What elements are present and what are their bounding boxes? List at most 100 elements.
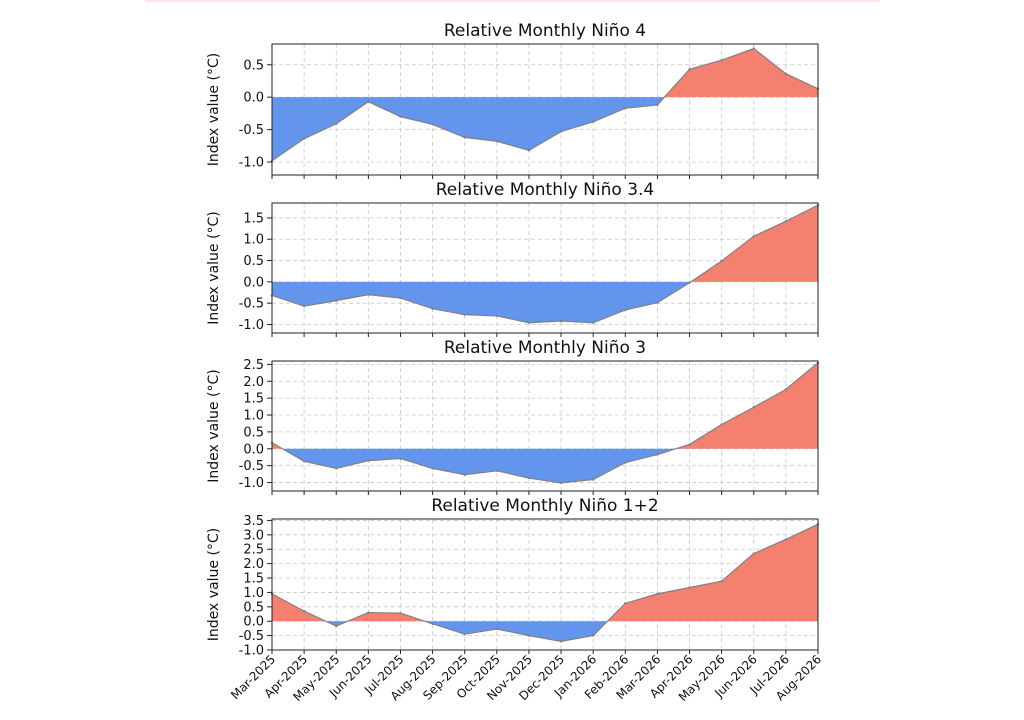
positive-anomaly-area	[347, 612, 425, 622]
data-point	[431, 622, 434, 625]
data-point	[431, 307, 434, 310]
index-line	[271, 362, 819, 484]
data-point	[624, 602, 627, 605]
y-tick-label: 1.5	[243, 211, 264, 226]
data-point	[559, 319, 563, 323]
y-axis-label: Index value (°C)	[206, 369, 222, 482]
data-point	[527, 149, 531, 152]
positive-anomaly-area	[664, 48, 818, 98]
data-point	[463, 136, 466, 139]
data-point	[399, 457, 402, 460]
top-border-line	[145, 0, 880, 2]
data-point	[784, 220, 788, 223]
data-point	[591, 634, 595, 637]
data-point	[431, 123, 434, 126]
y-tick-label: -1.0	[239, 476, 264, 491]
data-point	[559, 130, 563, 133]
data-point	[463, 632, 466, 636]
data-point	[656, 301, 659, 304]
chart-title: Relative Monthly Niño 1+2	[431, 496, 658, 516]
data-point	[720, 259, 723, 263]
data-point	[367, 100, 370, 103]
data-point	[784, 72, 788, 76]
data-point	[559, 481, 563, 485]
axes-frame	[271, 360, 819, 492]
data-point	[335, 624, 338, 628]
data-point	[463, 473, 466, 476]
data-point	[688, 68, 691, 71]
data-point	[527, 321, 531, 324]
data-point	[656, 103, 659, 107]
y-tick-label: 0.0	[243, 442, 264, 457]
y-tick-label: -0.5	[239, 459, 264, 474]
negative-anomaly-area	[272, 281, 691, 323]
y-tick-label: 0.5	[243, 254, 264, 269]
data-point	[399, 115, 402, 118]
data-point	[720, 59, 723, 62]
chart-panel-2: 1.5 1.0 0.5 0.0 -0.5 -1.0 Relative Monthly Niñ…	[206, 180, 820, 337]
y-tick-label: 0.0	[243, 91, 264, 106]
data-point	[591, 120, 595, 124]
data-point	[624, 308, 627, 312]
axes-frame	[271, 202, 819, 334]
data-point	[495, 469, 499, 472]
positive-anomaly-area	[607, 524, 818, 622]
negative-anomaly-area	[424, 621, 608, 642]
index-line	[271, 204, 819, 324]
data-point	[688, 443, 691, 446]
y-tick-label: 1.5	[243, 392, 264, 407]
chart-panel-4: 3.53.02.52.01.51.00.50.0-0.5-1.0 Relative…	[206, 496, 820, 659]
chart-panel-1: 0.5 0.0 -0.5 -1.0 Relative Monthly Niño 4 Ind…	[206, 21, 820, 179]
data-point	[302, 460, 306, 463]
data-point	[495, 314, 499, 318]
index-line	[271, 47, 819, 162]
data-point	[752, 47, 755, 50]
data-point	[367, 293, 370, 296]
data-point	[335, 299, 338, 302]
chart-panel-3: 2.5 2.0 1.5 1.00.5 0.0 -0.5 -1.0 Relative Month…	[206, 338, 820, 495]
data-point	[656, 592, 659, 596]
chart-title: Relative Monthly Niño 3.4	[436, 180, 655, 200]
data-point	[752, 235, 755, 238]
data-point	[399, 611, 402, 615]
data-point	[335, 467, 338, 470]
y-tick-label: 0.5	[243, 58, 264, 73]
y-tick-label: 1.0	[243, 586, 264, 601]
data-point	[495, 627, 499, 631]
chart-title: Relative Monthly Niño 3	[444, 338, 646, 358]
data-point	[688, 281, 691, 284]
data-point	[624, 107, 627, 110]
negative-anomaly-area	[272, 97, 665, 161]
data-point	[431, 467, 434, 470]
y-tick-label: 1.0	[243, 409, 264, 424]
y-tick-label: -1.0	[239, 318, 264, 333]
data-point	[720, 423, 723, 426]
index-line	[271, 523, 819, 642]
data-point	[591, 321, 595, 324]
data-point	[656, 453, 659, 456]
data-point	[752, 552, 755, 555]
data-point	[495, 140, 499, 143]
data-point	[463, 313, 466, 316]
y-tick-label: 1.5	[243, 572, 264, 587]
y-tick-label: 0.5	[243, 425, 264, 440]
y-tick-label: -1.0	[239, 644, 264, 659]
y-tick-label: 3.0	[243, 528, 264, 543]
y-axis-label: Index value (°C)	[206, 211, 222, 324]
y-axis-label: Index value (°C)	[206, 53, 222, 166]
data-point	[367, 611, 370, 614]
y-tick-label: 0.5	[243, 600, 264, 615]
y-tick-label: 2.0	[243, 375, 264, 390]
data-point	[527, 634, 531, 637]
y-tick-label: 3.5	[243, 514, 264, 529]
axes-frame	[271, 43, 819, 176]
y-tick-label: -0.5	[239, 629, 264, 644]
y-tick-label: 0.0	[243, 615, 264, 630]
data-point	[688, 586, 691, 589]
data-point	[559, 640, 563, 643]
y-tick-label: -0.5	[239, 297, 264, 312]
y-tick-label: 2.5	[243, 543, 264, 558]
data-point	[527, 476, 531, 480]
data-point	[302, 137, 306, 140]
